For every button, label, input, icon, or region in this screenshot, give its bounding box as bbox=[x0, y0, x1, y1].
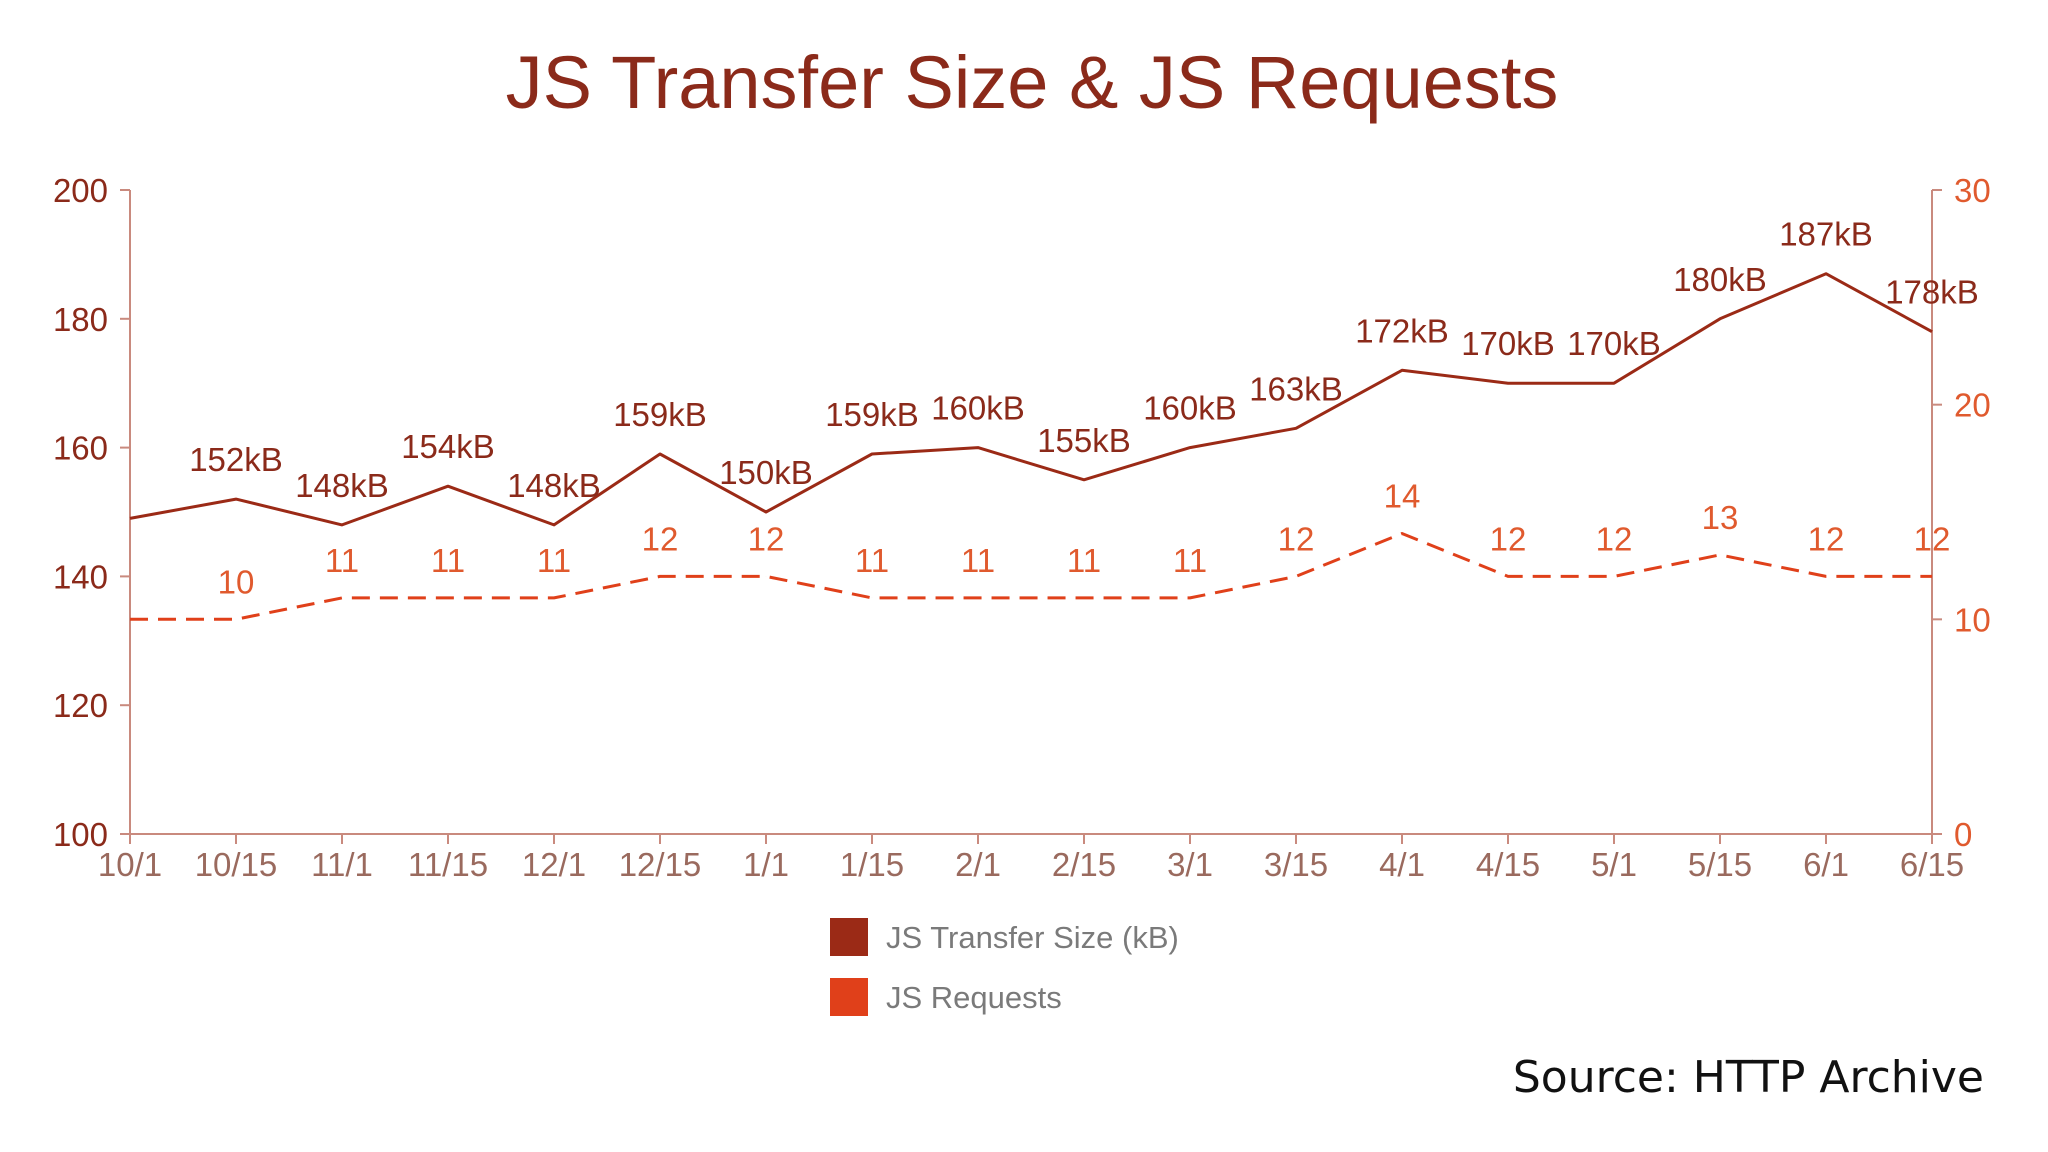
requests-data-label: 12 bbox=[1914, 520, 1951, 557]
requests-data-label: 11 bbox=[537, 542, 571, 579]
size-data-label: 160kB bbox=[931, 390, 1025, 427]
requests-data-label: 12 bbox=[1596, 520, 1633, 557]
left-tick-label: 160 bbox=[53, 430, 108, 467]
requests-data-label: 14 bbox=[1384, 477, 1421, 514]
x-tick-label: 4/1 bbox=[1379, 846, 1425, 883]
size-data-label: 148kB bbox=[507, 467, 601, 504]
x-tick-label: 4/15 bbox=[1476, 846, 1540, 883]
right-tick-label: 30 bbox=[1954, 172, 1991, 209]
series-line-js-requests bbox=[130, 532, 1932, 621]
right-tick-label: 0 bbox=[1954, 816, 1972, 853]
left-tick-label: 200 bbox=[53, 172, 108, 209]
requests-data-label: 11 bbox=[961, 542, 995, 579]
series-layer bbox=[129, 272, 1933, 621]
size-data-label: 152kB bbox=[189, 441, 283, 478]
size-data-label: 154kB bbox=[401, 428, 495, 465]
legend: JS Transfer Size (kB) JS Requests bbox=[830, 918, 1179, 1016]
requests-data-label: 11 bbox=[1067, 542, 1101, 579]
size-data-label: 170kB bbox=[1567, 325, 1661, 362]
size-data-label: 163kB bbox=[1249, 370, 1343, 407]
legend-swatch-js-transfer-size bbox=[830, 918, 868, 956]
x-tick-label: 12/15 bbox=[619, 846, 702, 883]
left-tick-label: 140 bbox=[53, 558, 108, 595]
right-tick-label: 20 bbox=[1954, 387, 1991, 424]
left-tick-label: 100 bbox=[53, 816, 108, 853]
x-tick-label: 6/1 bbox=[1803, 846, 1849, 883]
left-tick-label: 120 bbox=[53, 687, 108, 724]
x-tick-label: 5/15 bbox=[1688, 846, 1752, 883]
requests-data-label: 11 bbox=[325, 542, 359, 579]
requests-data-label: 12 bbox=[642, 520, 679, 557]
legend-swatch-js-requests bbox=[830, 978, 868, 1016]
legend-label-js-transfer-size: JS Transfer Size (kB) bbox=[886, 920, 1179, 955]
legend-label-js-requests: JS Requests bbox=[886, 980, 1062, 1015]
size-data-label: 178kB bbox=[1885, 274, 1979, 311]
left-tick-label: 180 bbox=[53, 301, 108, 338]
x-tick-label: 1/15 bbox=[840, 846, 904, 883]
x-tick-label: 10/1 bbox=[98, 846, 162, 883]
x-tick-label: 2/1 bbox=[955, 846, 1001, 883]
requests-data-label: 11 bbox=[1173, 542, 1207, 579]
right-tick-label: 10 bbox=[1954, 601, 1991, 638]
x-tick-label: 10/15 bbox=[195, 846, 278, 883]
chart-title: JS Transfer Size & JS Requests bbox=[506, 41, 1559, 124]
requests-data-label: 13 bbox=[1702, 499, 1739, 536]
x-tick-label: 12/1 bbox=[522, 846, 586, 883]
size-data-label: 180kB bbox=[1673, 261, 1767, 298]
requests-data-label: 12 bbox=[1808, 520, 1845, 557]
requests-data-label: 11 bbox=[855, 542, 889, 579]
size-data-label: 170kB bbox=[1461, 325, 1555, 362]
size-data-label: 148kB bbox=[295, 467, 389, 504]
series-line-js-transfer-size bbox=[129, 272, 1933, 527]
x-tick-label: 11/15 bbox=[408, 846, 488, 883]
data-labels: 152kB 148kB 154kB 148kB 159kB 150kB 159kB 160kB… bbox=[189, 216, 1979, 601]
size-data-label: 187kB bbox=[1779, 216, 1873, 253]
requests-data-label: 11 bbox=[431, 542, 465, 579]
requests-data-label: 12 bbox=[1278, 520, 1315, 557]
x-tick-label: 1/1 bbox=[743, 846, 789, 883]
x-tick-label: 5/1 bbox=[1591, 846, 1637, 883]
requests-data-label: 12 bbox=[1490, 520, 1527, 557]
size-data-label: 159kB bbox=[825, 396, 919, 433]
axes: 100 120 140 160 180 200 0 10 20 30 10/1 10/15 11/1 11… bbox=[53, 172, 1991, 883]
size-data-label: 150kB bbox=[719, 454, 813, 491]
size-data-label: 155kB bbox=[1037, 422, 1131, 459]
x-tick-label: 2/15 bbox=[1052, 846, 1116, 883]
x-tick-label: 11/1 bbox=[311, 846, 373, 883]
requests-data-label: 10 bbox=[218, 563, 255, 600]
requests-data-label: 12 bbox=[748, 520, 785, 557]
size-data-label: 159kB bbox=[613, 396, 707, 433]
size-data-label: 172kB bbox=[1355, 312, 1449, 349]
x-tick-label: 3/1 bbox=[1167, 846, 1213, 883]
x-tick-label: 6/15 bbox=[1900, 846, 1964, 883]
size-data-label: 160kB bbox=[1143, 390, 1237, 427]
source-caption: Source: HTTP Archive bbox=[1512, 1052, 1984, 1103]
x-tick-label: 3/15 bbox=[1264, 846, 1328, 883]
